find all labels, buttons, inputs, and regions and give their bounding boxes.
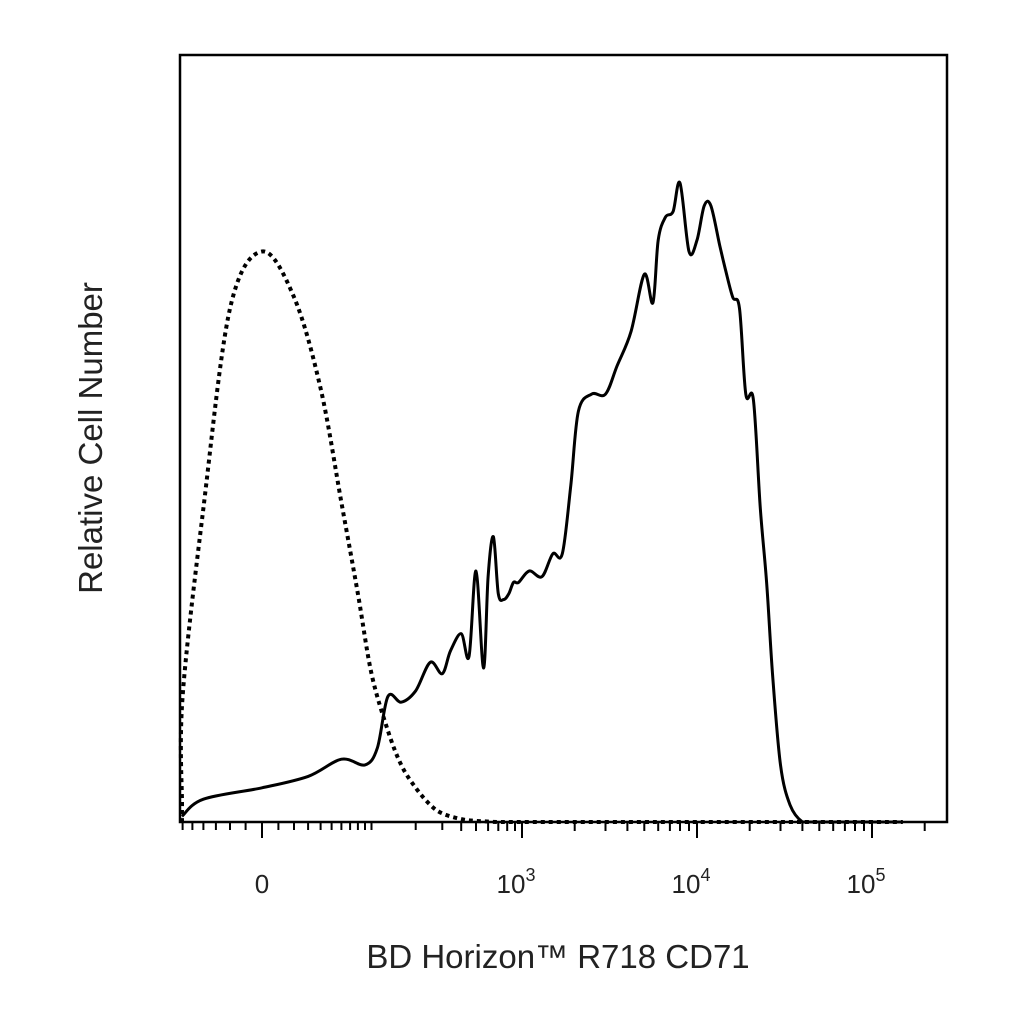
isotype-control-curve (178, 249, 903, 825)
x-tick-label: 103 (497, 865, 536, 899)
y-axis-title: Relative Cell Number (72, 282, 109, 594)
x-axis-title: BD Horizon™ R718 CD71 (366, 938, 749, 975)
x-tick-label: 104 (672, 865, 711, 899)
stained-sample-curve (180, 180, 903, 824)
x-axis-tick-labels: 0 103 104 105 (255, 865, 886, 899)
x-tick-label: 0 (255, 869, 269, 899)
plot-frame (178, 53, 949, 824)
series-layer (178, 180, 903, 825)
x-tick-label: 105 (847, 865, 886, 899)
x-axis-ticks (181, 822, 926, 838)
